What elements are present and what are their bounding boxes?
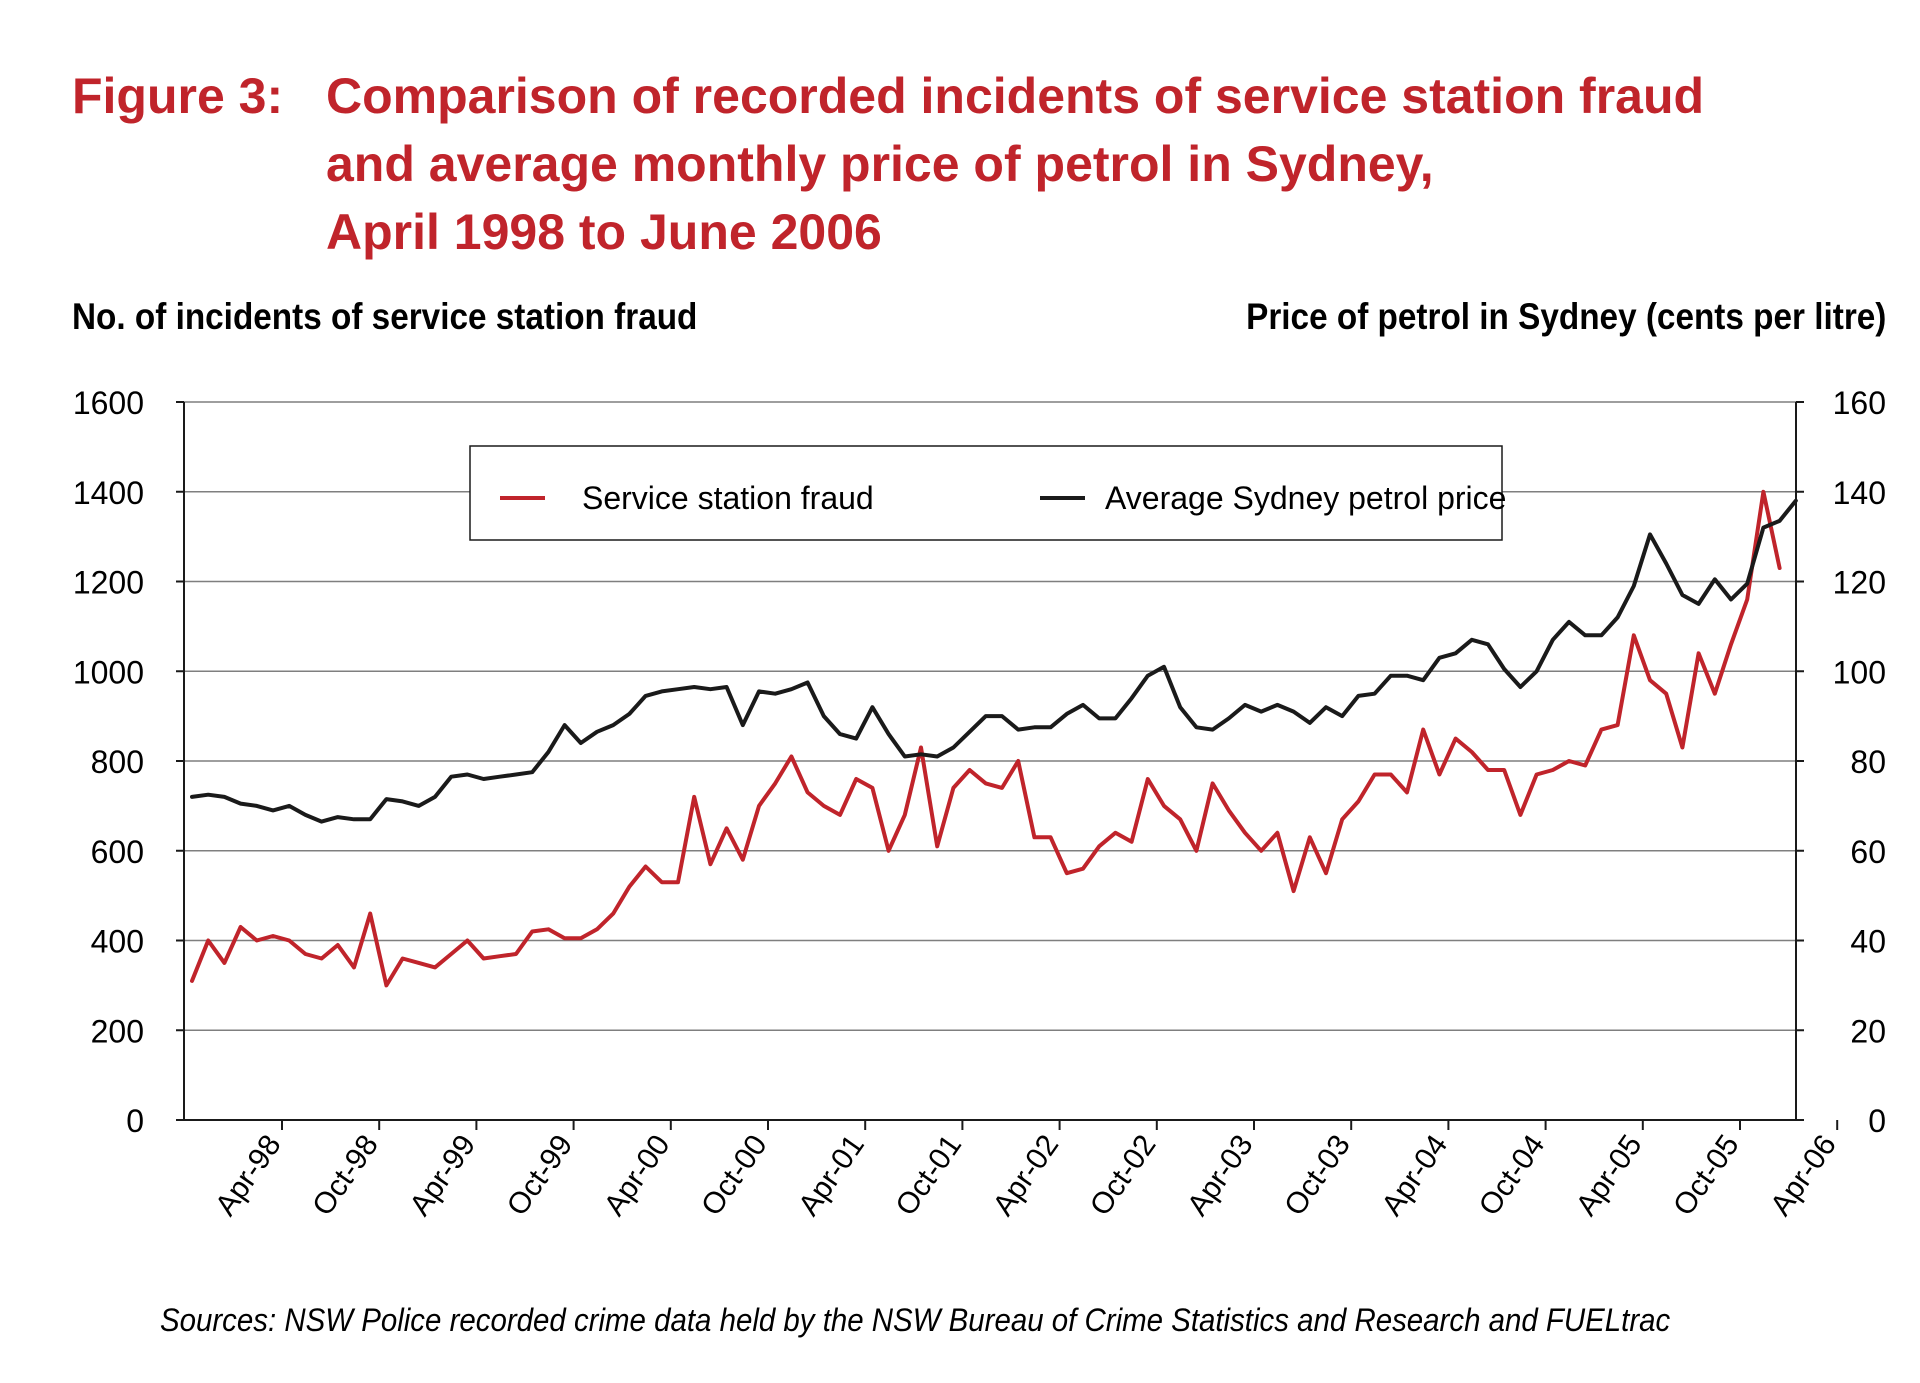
right-axis-tick-label: 140 — [1833, 475, 1886, 511]
left-axis-tick-label: 0 — [126, 1103, 144, 1139]
right-axis-title: Price of petrol in Sydney (cents per lit… — [1245, 296, 1886, 337]
x-axis-tick-label: Oct-02 — [1084, 1129, 1163, 1222]
right-axis-tick-label: 120 — [1833, 565, 1886, 601]
left-axis-tick-label: 400 — [91, 924, 144, 960]
source-note: Sources: NSW Police recorded crime data … — [160, 1302, 1671, 1338]
x-axis-tick-label: Apr-06 — [1764, 1129, 1843, 1222]
x-axis-tick-label: Oct-98 — [306, 1129, 385, 1222]
x-axis-tick-label: Apr-01 — [792, 1129, 871, 1222]
x-axis-tick-label: Apr-00 — [598, 1129, 677, 1222]
right-axis-tick-label: 80 — [1850, 744, 1886, 780]
x-axis-tick-label: Oct-01 — [889, 1129, 968, 1222]
series-line-fraud — [190, 489, 1782, 988]
title-line-2: and average monthly price of petrol in S… — [326, 136, 1434, 192]
figure-number: Figure 3: — [72, 68, 284, 124]
right-axis-tick-label: 160 — [1833, 385, 1886, 421]
x-axis-tick-label: Apr-04 — [1375, 1129, 1454, 1222]
x-axis-tick-label: Oct-04 — [1473, 1129, 1552, 1222]
x-axis-tick-label: Apr-99 — [403, 1129, 482, 1222]
legend-label-petrol: Average Sydney petrol price — [1105, 480, 1506, 516]
left-axis-tick-label: 1000 — [73, 654, 144, 690]
left-axis-tick-label: 1400 — [73, 475, 144, 511]
right-axis-tick-label: 40 — [1850, 924, 1886, 960]
left-axis-tick-label: 600 — [91, 834, 144, 870]
left-axis-tick-label: 1200 — [73, 565, 144, 601]
legend-label-fraud: Service station fraud — [582, 480, 874, 516]
x-axis-tick-label: Oct-03 — [1278, 1129, 1357, 1222]
right-axis-tick-label: 60 — [1850, 834, 1886, 870]
right-axis-tick-label: 0 — [1868, 1103, 1886, 1139]
x-axis-tick-label: Oct-05 — [1667, 1129, 1746, 1222]
x-axis-tick-label: Oct-99 — [501, 1129, 580, 1222]
series-lines — [190, 489, 1798, 988]
title-line-1: Comparison of recorded incidents of serv… — [326, 68, 1705, 124]
right-axis-tick-label: 20 — [1850, 1013, 1886, 1049]
title-text: Comparison of recorded incidents of serv… — [326, 62, 1920, 266]
x-axis-tick-label: Apr-98 — [209, 1129, 288, 1222]
title-line-3: April 1998 to June 2006 — [326, 204, 882, 260]
x-axis-tick-label: Apr-05 — [1570, 1129, 1649, 1222]
left-axis-tick-label: 1600 — [73, 385, 144, 421]
x-axis-tick-label: Apr-02 — [987, 1129, 1066, 1222]
legend: Service station fraud Average Sydney pet… — [469, 445, 1506, 541]
left-axis-tick-label: 200 — [91, 1013, 144, 1049]
x-axis-tick-label: Apr-03 — [1181, 1129, 1260, 1222]
right-axis-tick-label: 100 — [1833, 654, 1886, 690]
left-axis-title: No. of incidents of service station frau… — [72, 296, 698, 337]
series-line-petrol — [190, 498, 1798, 824]
x-axis-tick-label: Oct-00 — [695, 1129, 774, 1222]
legend-box — [469, 445, 1503, 541]
left-axis-tick-label: 800 — [91, 744, 144, 780]
